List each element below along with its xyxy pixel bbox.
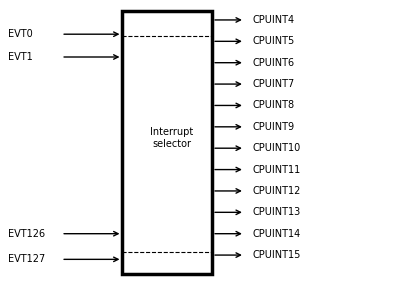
Text: EVT127: EVT127 [8,254,45,264]
Text: CPUINT12: CPUINT12 [253,186,302,196]
Text: CPUINT14: CPUINT14 [253,229,301,239]
Text: CPUINT4: CPUINT4 [253,15,295,25]
Text: EVT0: EVT0 [8,29,33,39]
Text: CPUINT15: CPUINT15 [253,250,302,260]
Text: CPUINT5: CPUINT5 [253,36,295,46]
Text: CPUINT8: CPUINT8 [253,100,295,111]
Text: Interrupt
selector: Interrupt selector [150,127,193,149]
Text: CPUINT11: CPUINT11 [253,164,301,175]
Bar [122,11,212,274]
Text: CPUINT7: CPUINT7 [253,79,295,89]
Text: CPUINT10: CPUINT10 [253,143,301,153]
Text: CPUINT13: CPUINT13 [253,207,301,217]
Text: CPUINT6: CPUINT6 [253,58,295,68]
Text: EVT126: EVT126 [8,229,45,239]
Text: CPUINT9: CPUINT9 [253,122,295,132]
Text: EVT1: EVT1 [8,52,33,62]
